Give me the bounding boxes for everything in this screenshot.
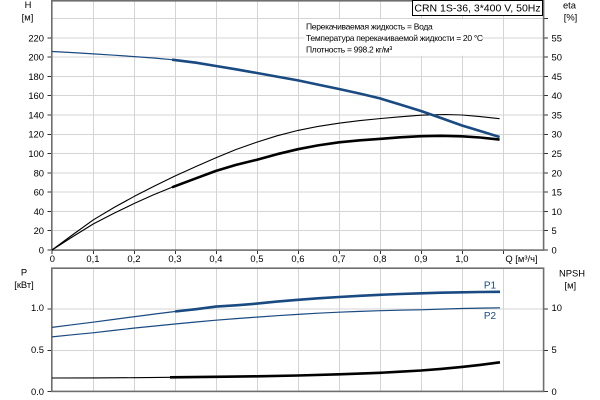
- svg-text:0,9: 0,9: [414, 253, 427, 264]
- svg-text:Перекачиваемая жидкость = Вода: Перекачиваемая жидкость = Вода: [306, 21, 433, 31]
- svg-text:0: 0: [552, 244, 557, 255]
- svg-text:[м]: [м]: [564, 280, 576, 291]
- svg-text:20: 20: [34, 225, 44, 236]
- svg-text:50: 50: [552, 52, 562, 63]
- svg-text:15: 15: [552, 187, 562, 198]
- svg-text:0,2: 0,2: [127, 253, 140, 264]
- svg-text:80: 80: [34, 167, 44, 178]
- svg-text:20: 20: [552, 167, 562, 178]
- svg-text:35: 35: [552, 109, 562, 120]
- svg-text:Q [м³/ч]: Q [м³/ч]: [505, 253, 537, 264]
- svg-text:10: 10: [552, 302, 562, 313]
- svg-text:1,0: 1,0: [455, 253, 468, 264]
- svg-text:200: 200: [28, 52, 44, 63]
- svg-text:0,8: 0,8: [373, 253, 386, 264]
- svg-text:H: H: [25, 0, 32, 10]
- svg-text:0: 0: [552, 386, 557, 397]
- svg-text:NPSH: NPSH: [559, 267, 585, 278]
- svg-text:55: 55: [552, 32, 562, 43]
- svg-text:140: 140: [28, 109, 44, 120]
- svg-text:Плотность = 998.2 кг/м³: Плотность = 998.2 кг/м³: [306, 44, 392, 54]
- svg-text:60: 60: [34, 187, 44, 198]
- svg-text:0.5: 0.5: [31, 344, 44, 355]
- svg-text:160: 160: [28, 90, 44, 101]
- svg-text:[%]: [%]: [564, 12, 578, 23]
- svg-text:120: 120: [28, 129, 44, 140]
- svg-text:0,5: 0,5: [250, 253, 263, 264]
- svg-text:45: 45: [552, 71, 562, 82]
- svg-text:0: 0: [39, 244, 44, 255]
- svg-text:0,7: 0,7: [332, 253, 345, 264]
- svg-text:180: 180: [28, 71, 44, 82]
- svg-text:0.0: 0.0: [31, 386, 44, 397]
- svg-text:P1: P1: [484, 281, 497, 292]
- svg-text:220: 220: [28, 32, 44, 43]
- svg-text:30: 30: [552, 129, 562, 140]
- svg-text:P: P: [21, 267, 27, 278]
- svg-text:10: 10: [552, 206, 562, 217]
- svg-text:5: 5: [552, 225, 557, 236]
- svg-text:Температура перекачиваемой жид: Температура перекачиваемой жидкости = 20…: [306, 33, 483, 43]
- svg-text:0,4: 0,4: [209, 253, 222, 264]
- svg-text:40: 40: [34, 206, 44, 217]
- svg-text:25: 25: [552, 148, 562, 159]
- svg-text:[кВт]: [кВт]: [14, 279, 34, 290]
- svg-text:1.0: 1.0: [31, 302, 44, 313]
- svg-text:5: 5: [552, 344, 557, 355]
- svg-text:CRN 1S-36, 3*400 V, 50Hz: CRN 1S-36, 3*400 V, 50Hz: [414, 2, 540, 14]
- svg-text:100: 100: [28, 148, 44, 159]
- svg-text:eta: eta: [563, 0, 577, 10]
- svg-text:0,1: 0,1: [86, 253, 99, 264]
- svg-text:40: 40: [552, 90, 562, 101]
- svg-text:0,3: 0,3: [168, 253, 181, 264]
- svg-text:[м]: [м]: [22, 11, 34, 22]
- svg-text:0,6: 0,6: [291, 253, 304, 264]
- svg-text:0: 0: [50, 253, 55, 264]
- svg-text:P2: P2: [484, 311, 497, 322]
